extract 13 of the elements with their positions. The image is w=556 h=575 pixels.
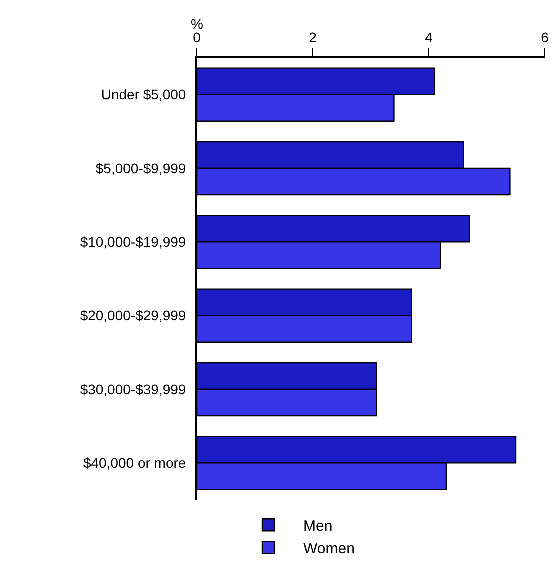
x-tick-label: 6 [541, 30, 550, 46]
legend-label: Men [304, 518, 333, 535]
x-tick-label: 4 [425, 30, 434, 46]
x-axis-title: % [191, 16, 204, 32]
y-tick-label: $30,000-$39,999 [80, 381, 186, 398]
y-tick-label: $40,000 or more [83, 455, 186, 472]
x-tick-label: 0 [193, 30, 202, 46]
y-tick-label: Under $5,000 [101, 86, 186, 103]
x-tick-label: 2 [309, 30, 318, 46]
y-tick-label: $5,000-$9,999 [96, 160, 186, 176]
y-tick-label: $20,000-$29,999 [80, 308, 186, 324]
legend-label: Women [304, 540, 355, 558]
y-tick-label: $10,000-$19,999 [80, 234, 186, 250]
